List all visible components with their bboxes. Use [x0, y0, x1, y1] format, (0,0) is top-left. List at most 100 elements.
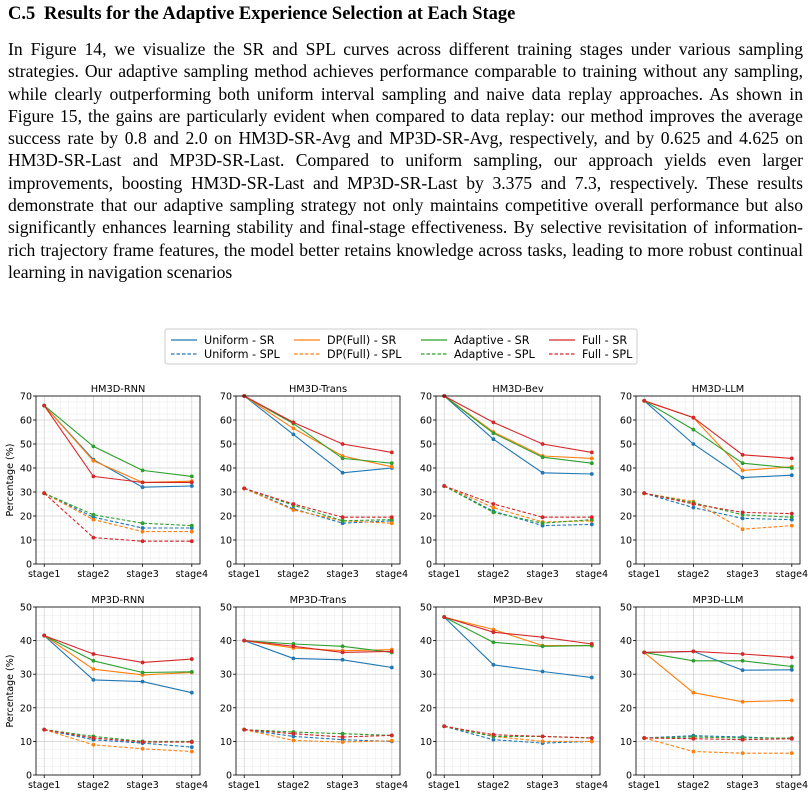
y-tick-label: 50	[220, 440, 232, 451]
y-tick-label: 30	[20, 670, 32, 681]
chart-title: MP3D-RNN	[91, 595, 144, 606]
data-point	[442, 724, 447, 729]
data-point	[789, 655, 794, 660]
x-tick-label: stage2	[477, 780, 509, 791]
data-point	[540, 515, 545, 520]
data-point	[140, 740, 145, 744]
legend-label: Full - SPL	[582, 348, 633, 361]
x-tick-label: stage3	[126, 780, 158, 791]
data-point	[740, 468, 745, 473]
y-tick-label: 20	[620, 703, 632, 714]
data-point	[291, 420, 296, 425]
data-point	[340, 735, 345, 739]
data-point	[189, 657, 194, 661]
x-tick-label: stage1	[628, 780, 660, 791]
data-point	[91, 742, 96, 747]
y-tick-label: 60	[420, 416, 432, 427]
series-line	[44, 635, 192, 663]
y-tick-label: 20	[220, 703, 232, 714]
data-point	[340, 650, 345, 655]
legend-item-adaptive-spl: Adaptive - SPL	[421, 348, 536, 361]
data-point	[589, 472, 594, 476]
data-point	[691, 749, 696, 754]
x-tick-label: stage4	[776, 780, 808, 791]
series-line	[243, 395, 392, 453]
data-point	[789, 456, 794, 461]
data-point	[340, 740, 345, 744]
series-full-sr	[242, 638, 394, 655]
data-point	[340, 515, 345, 520]
data-point	[491, 431, 496, 436]
y-tick-label: 10	[20, 737, 32, 748]
chart-mp3d-llm: 0 10 20 30 40 50 stage1 stage2 stage3 stage4 MP3D-…	[600, 595, 808, 794]
data-point	[189, 529, 194, 534]
legend-box	[164, 328, 638, 365]
data-point	[389, 461, 394, 466]
x-tick-label: stage3	[726, 569, 758, 580]
data-point	[491, 420, 496, 425]
data-point	[491, 510, 496, 515]
legend-label: Full - SR	[582, 334, 627, 347]
y-tick-label: 30	[220, 488, 232, 499]
x-tick-label: stage3	[526, 569, 558, 580]
series-line	[244, 487, 392, 518]
data-point	[91, 658, 96, 663]
data-point	[789, 473, 794, 478]
data-point	[789, 751, 794, 756]
data-point	[189, 484, 194, 488]
data-point	[389, 649, 394, 654]
data-point	[242, 727, 247, 732]
x-tick-label: stage1	[28, 569, 60, 580]
series-full-spl	[42, 491, 194, 544]
data-point	[740, 737, 745, 742]
data-point	[291, 644, 296, 649]
data-point	[291, 502, 296, 506]
y-tick-label: 10	[220, 737, 232, 748]
series-line	[44, 729, 192, 743]
data-point	[189, 539, 194, 544]
data-point	[291, 508, 296, 512]
series-full-sr	[642, 398, 794, 461]
data-point	[291, 738, 296, 743]
x-tick-label: stage2	[277, 569, 309, 580]
data-point	[389, 450, 394, 455]
data-point	[340, 456, 345, 461]
x-tick-label: stage4	[176, 780, 208, 791]
y-tick-label: 0	[226, 560, 232, 571]
legend-label: DP(Full) - SR	[327, 334, 396, 347]
axes-frame	[35, 395, 201, 565]
x-tick-label: stage1	[428, 569, 460, 580]
data-point	[589, 739, 594, 744]
data-point	[740, 516, 745, 521]
legend-item-dp-full-sr: DP(Full) - SR	[294, 334, 396, 347]
chart-hm3d-trans: 0 10 20 30 40 50 60 70 stage1 stage2 stage3 stage4 H…	[200, 382, 408, 588]
series-line	[44, 729, 192, 742]
series-line	[644, 492, 792, 518]
x-tick-label: stage1	[28, 780, 60, 791]
data-point	[691, 736, 696, 741]
series-line	[243, 395, 392, 468]
data-point	[340, 442, 345, 446]
series-line	[244, 487, 392, 522]
series-line	[43, 635, 192, 674]
data-point	[540, 669, 545, 674]
data-point	[140, 679, 145, 684]
legend-item-dp-full-spl: DP(Full) - SPL	[294, 348, 402, 361]
data-point	[291, 734, 296, 739]
series-line	[244, 729, 392, 736]
axes-frame	[235, 395, 401, 565]
y-tick-label: 40	[20, 464, 32, 475]
data-point	[189, 523, 194, 528]
data-point	[91, 535, 96, 540]
series-line	[43, 635, 192, 676]
data-point	[740, 751, 745, 756]
y-tick-label: 40	[420, 636, 432, 647]
data-point	[540, 739, 545, 744]
y-tick-label: 0	[26, 560, 32, 571]
data-point	[91, 652, 96, 656]
x-tick-label: stage1	[428, 780, 460, 791]
data-point	[740, 510, 745, 515]
y-axis-label: Percentage (%)	[5, 444, 16, 517]
y-tick-label: 30	[20, 488, 32, 499]
chart-svg: 0 10 20 30 40 50 stage1 stage2 stage3 stage4 MP3D-…	[5, 595, 208, 791]
